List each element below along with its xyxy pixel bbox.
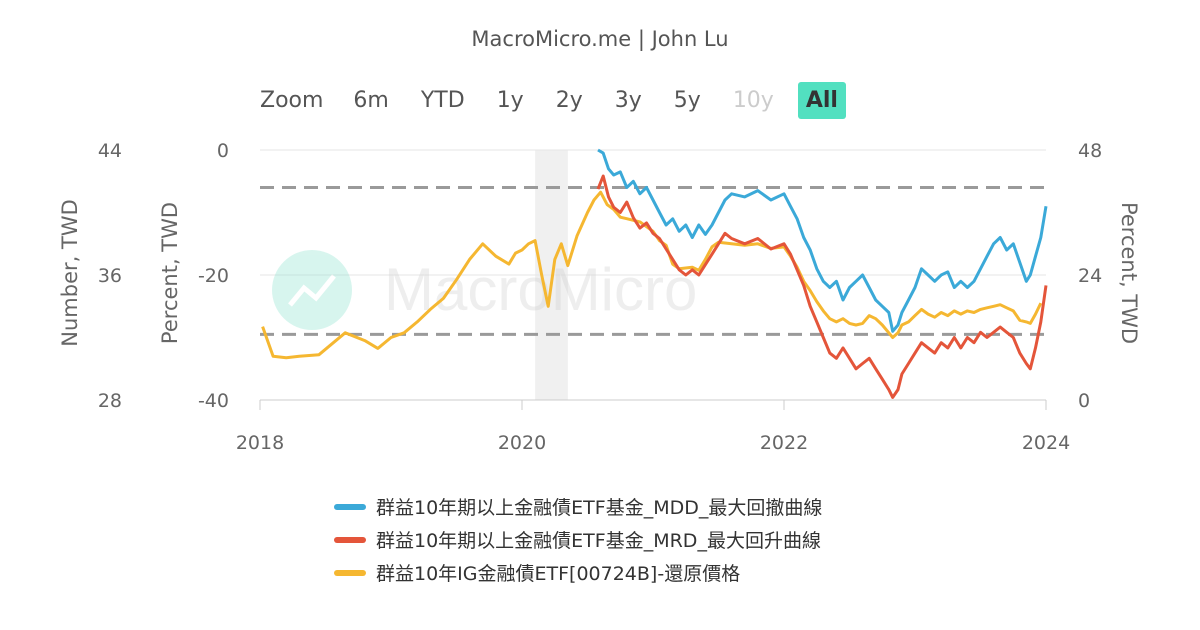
x-axis-ticks: 2018 2020 2022 2024 [236, 400, 1070, 454]
legend-swatch-mdd [334, 503, 366, 510]
grid-lines [260, 149, 1046, 401]
zoom-10y-button: 10y [732, 87, 774, 113]
zoom-5y-button[interactable]: 5y [673, 87, 701, 113]
watermark-logo-icon [272, 250, 352, 330]
zoom-label: Zoom [260, 87, 324, 113]
x-tick-label-3: 2024 [1022, 432, 1070, 454]
y-axis-title-number: Number, TWD [58, 199, 82, 346]
series-line-2 [261, 190, 1043, 360]
legend-item-mrd[interactable]: 群益10年期以上金融債ETF基金_MRD_最大回升曲線 [334, 523, 822, 556]
legend-label-price: 群益10年IG金融債ETF[00724B]-還原價格 [376, 563, 741, 585]
legend-item-price[interactable]: 群益10年IG金融債ETF[00724B]-還原價格 [334, 556, 822, 589]
watermark: MacroMicro [272, 250, 697, 330]
zoom-bar: Zoom 6m YTD 1y 2y 3y 5y 10y All [250, 78, 854, 122]
x-tick-label-0: 2018 [236, 432, 284, 454]
watermark-logo-stroke [288, 274, 336, 307]
y-axis-title-percent: Percent, TWD [158, 202, 182, 344]
legend-label-mdd: 群益10年期以上金融債ETF基金_MDD_最大回撤曲線 [376, 497, 823, 519]
legend-swatch-price [334, 569, 366, 576]
y-tick-label-right-2: 0 [1078, 390, 1090, 412]
legend-item-mdd[interactable]: 群益10年期以上金融債ETF基金_MDD_最大回撤曲線 [334, 490, 822, 523]
series-lines [261, 148, 1048, 399]
y-axis-title-right: Percent, TWD [1117, 202, 1141, 344]
zoom-3y-button[interactable]: 3y [614, 87, 642, 113]
y-tick-label-number-0: 44 [98, 140, 122, 162]
y-tick-label-percent-0: 0 [217, 140, 229, 162]
y-tick-label-percent-1: -20 [198, 265, 229, 287]
series-line-1 [596, 174, 1048, 399]
series-line-0 [597, 148, 1048, 333]
zoom-2y-button[interactable]: 2y [555, 87, 583, 113]
y-axis-ticks: 44 36 28 0 -20 -40 48 24 0 [98, 140, 1102, 412]
zoom-ytd-button[interactable]: YTD [420, 87, 465, 113]
y-tick-label-percent-2: -40 [198, 390, 229, 412]
legend-swatch-mrd [334, 536, 366, 543]
x-tick-label-1: 2020 [498, 432, 546, 454]
legend: 群益10年期以上金融債ETF基金_MDD_最大回撤曲線 群益10年期以上金融債E… [334, 490, 822, 589]
x-tick-label-2: 2022 [760, 432, 808, 454]
y-tick-label-right-1: 24 [1078, 265, 1102, 287]
y-tick-label-number-1: 36 [98, 265, 122, 287]
y-tick-label-number-2: 28 [98, 390, 122, 412]
legend-label-mrd: 群益10年期以上金融債ETF基金_MRD_最大回升曲線 [376, 530, 821, 552]
chart-credit: MacroMicro.me | John Lu [471, 27, 729, 51]
zoom-all-button[interactable]: All [797, 81, 846, 119]
y-tick-label-right-0: 48 [1078, 140, 1102, 162]
zoom-6m-button[interactable]: 6m [353, 87, 389, 113]
zoom-1y-button[interactable]: 1y [496, 87, 524, 113]
